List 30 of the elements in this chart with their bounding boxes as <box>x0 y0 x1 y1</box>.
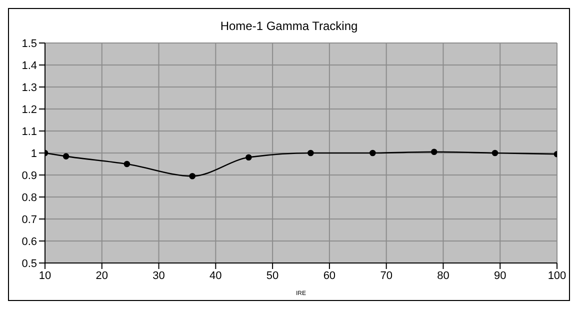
x-tick-label: 10 <box>38 270 52 282</box>
x-tick-label: 70 <box>380 270 392 282</box>
point <box>430 148 438 156</box>
x-tick-label: 100 <box>548 270 566 282</box>
x-tick-label: 40 <box>210 270 222 282</box>
y-tick-label: 1.3 <box>22 82 37 94</box>
y-tick-label: 0.8 <box>22 192 37 204</box>
point <box>62 153 70 160</box>
y-tick-label: 0.5 <box>22 258 37 270</box>
x-tick-label: 50 <box>266 270 279 282</box>
y-tick-label: 0.7 <box>22 214 37 226</box>
y-tick-label: 0.9 <box>22 170 37 182</box>
y-tick-label: 1 <box>30 148 37 160</box>
y-tick-label: 0.6 <box>22 236 37 248</box>
x-tick-label: 60 <box>323 270 336 282</box>
point <box>246 154 252 161</box>
y-tick-label: 1.4 <box>22 60 37 72</box>
y-tick-label: 1.5 <box>22 38 37 50</box>
x-tick-label: 80 <box>437 270 450 282</box>
x-tick-label: 30 <box>152 270 165 282</box>
chart-title: Home-1 Gamma Tracking <box>219 19 359 35</box>
point <box>308 150 314 156</box>
x-tick-label: 20 <box>96 270 108 282</box>
point <box>124 160 130 168</box>
x-tick-label: 90 <box>494 270 506 282</box>
y-tick-label: 1.1 <box>22 126 37 138</box>
y-tick-label: 1.2 <box>22 104 37 116</box>
point <box>370 150 376 156</box>
point <box>492 150 498 156</box>
point <box>189 172 196 180</box>
